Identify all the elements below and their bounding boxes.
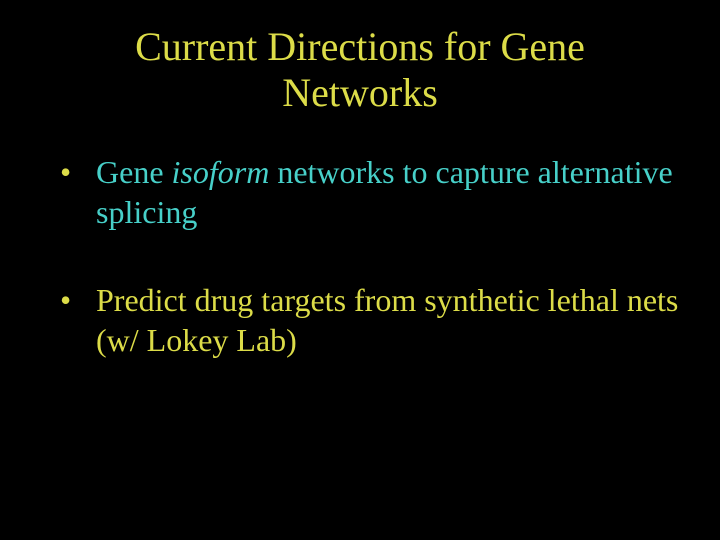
slide-title: Current Directions for Gene Networks <box>40 24 680 116</box>
bullet-text-pre: Predict drug targets from synthetic leth… <box>96 282 678 358</box>
bullet-text-italic: isoform <box>172 154 270 190</box>
bullet-list: Gene isoform networks to capture alterna… <box>40 152 680 360</box>
slide: Current Directions for Gene Networks Gen… <box>0 0 720 540</box>
bullet-item: Predict drug targets from synthetic leth… <box>60 280 680 360</box>
bullet-text-pre: Gene <box>96 154 172 190</box>
bullet-item: Gene isoform networks to capture alterna… <box>60 152 680 232</box>
